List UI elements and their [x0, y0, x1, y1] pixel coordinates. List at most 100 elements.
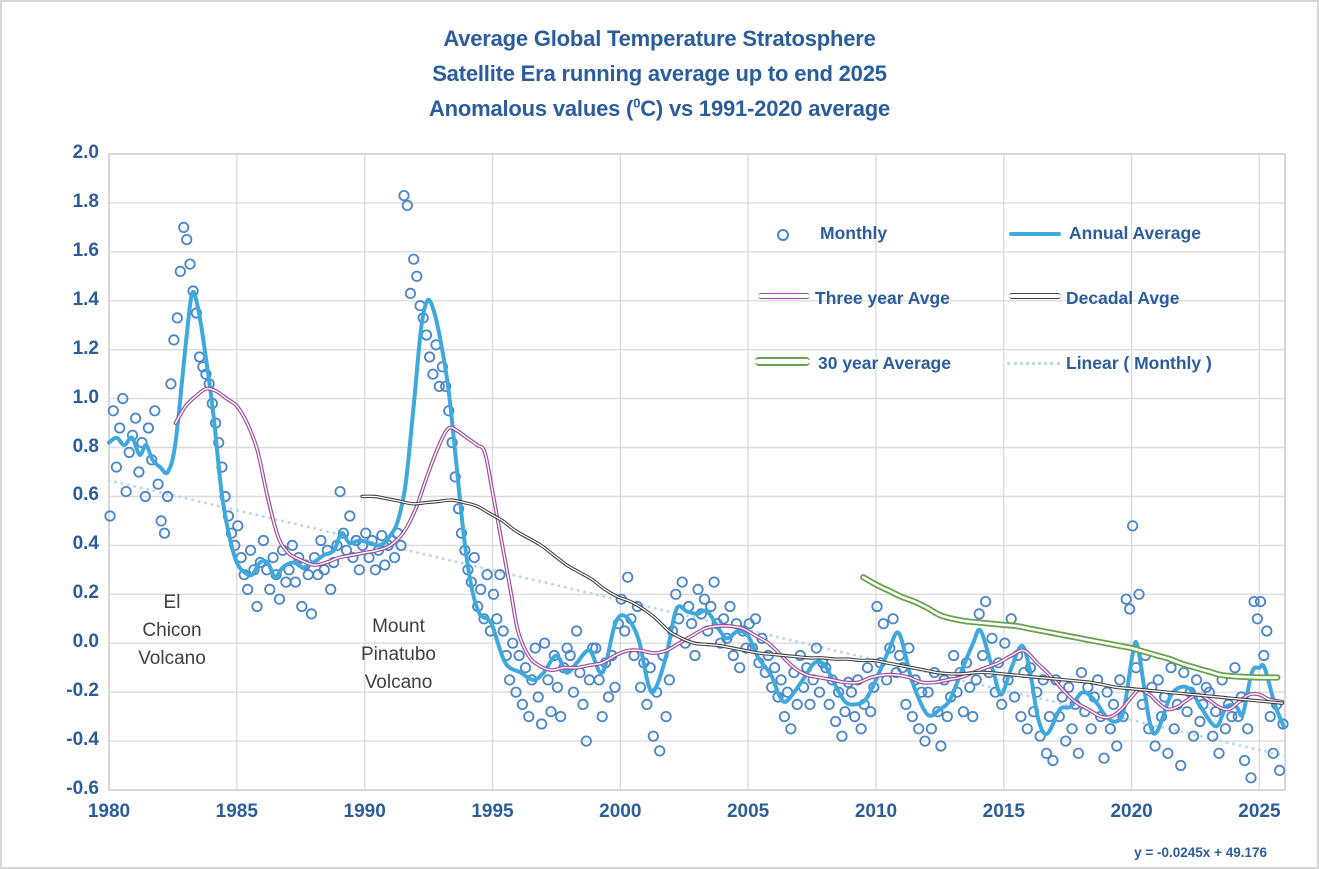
monthly-point	[542, 674, 554, 686]
monthly-point	[302, 569, 314, 581]
monthly-point	[449, 471, 461, 483]
monthly-point	[919, 735, 931, 747]
monthly-point	[1015, 710, 1027, 723]
monthly-point	[523, 710, 535, 723]
monthly-point	[1239, 754, 1251, 767]
monthly-point	[337, 527, 349, 539]
monthly-points	[104, 190, 1289, 784]
x-axis-tick-label: 2005	[726, 801, 770, 822]
monthly-point	[184, 258, 196, 270]
monthly-point	[829, 715, 842, 728]
monthly-point	[369, 564, 381, 576]
decadal-average-line	[360, 494, 1285, 705]
legend-label-annual-average: Annual Average	[1069, 223, 1201, 243]
monthly-point	[647, 730, 659, 742]
monthly-point	[864, 706, 877, 718]
y-axis-tick-label: 0.6	[72, 484, 99, 506]
monthly-point	[1248, 595, 1260, 608]
monthly-point	[775, 674, 787, 686]
title-line-3-pre: Anomalous values (	[428, 96, 634, 121]
monthly-point	[813, 686, 826, 698]
monthly-point	[104, 510, 116, 522]
monthly-point	[1168, 723, 1180, 735]
y-axis-tick-label: 0.0	[72, 631, 99, 653]
monthly-point	[996, 698, 1008, 711]
monthly-point	[433, 380, 445, 392]
three-year-average-line	[173, 386, 1285, 720]
monthly-point	[932, 706, 944, 718]
monthly-point	[1245, 772, 1257, 784]
monthly-point	[567, 686, 580, 698]
legend-label-thirty-year: 30 year Average	[818, 353, 951, 373]
monthly-point	[325, 583, 337, 596]
monthly-point	[360, 527, 372, 539]
monthly-point	[487, 588, 500, 600]
monthly-point	[289, 576, 301, 588]
annotation-el-chichon-volcano: El Chicon Volcano	[138, 592, 206, 669]
monthly-point	[174, 265, 186, 277]
monthly-point	[1107, 698, 1120, 711]
x-axis-tick-label: 2015	[982, 801, 1025, 822]
annotation-mount-pinatubo-volcano: Mount Pinatubo Volcano	[360, 616, 436, 693]
monthly-point	[1258, 649, 1270, 662]
monthly-point	[513, 649, 525, 662]
legend-marker-annual-average	[1009, 232, 1061, 236]
monthly-point	[785, 723, 797, 735]
chart-title-line-3: Anomalous values (0C) vs 1991-2020 avera…	[2, 96, 1317, 122]
monthly-point	[708, 576, 720, 588]
monthly-point	[1008, 691, 1021, 703]
monthly-point	[264, 583, 276, 596]
monthly-point	[654, 745, 666, 757]
monthly-point	[398, 190, 410, 202]
monthly-point	[1114, 674, 1126, 686]
monthly-point	[641, 698, 653, 711]
monthly-point	[839, 706, 851, 718]
monthly-point	[992, 657, 1005, 669]
monthly-point	[698, 593, 711, 605]
monthly-point	[1047, 754, 1059, 767]
monthly-point	[312, 569, 324, 581]
monthly-point	[353, 564, 365, 576]
x-axis-tick-label: 1990	[343, 801, 386, 822]
monthly-point	[296, 600, 308, 613]
monthly-point	[913, 723, 925, 735]
monthly-point	[538, 637, 551, 649]
monthly-point	[1066, 723, 1078, 735]
monthly-point	[596, 710, 608, 723]
monthly-point	[481, 569, 493, 581]
monthly-point	[411, 270, 423, 282]
monthly-point	[551, 681, 564, 693]
x-axis-tick-label: 2000	[599, 801, 642, 822]
monthly-point	[717, 613, 730, 625]
monthly-point	[1162, 747, 1174, 759]
y-axis-tick-label: 1.4	[72, 288, 99, 310]
monthly-point	[133, 466, 145, 478]
monthly-point	[871, 600, 883, 613]
monthly-point	[804, 698, 816, 711]
y-axis-tick-label: 1.0	[72, 386, 99, 408]
monthly-point	[670, 588, 682, 600]
monthly-point	[660, 710, 672, 723]
monthly-point	[1226, 710, 1238, 723]
x-axis-tick-label: 2020	[1110, 801, 1153, 822]
monthly-point	[155, 515, 167, 527]
monthly-point	[510, 686, 522, 698]
monthly-point	[1124, 603, 1136, 615]
monthly-point	[344, 510, 356, 522]
monthly-point	[494, 569, 506, 581]
monthly-point	[778, 710, 791, 723]
monthly-point	[305, 608, 318, 620]
monthly-point	[836, 730, 848, 742]
monthly-point	[149, 405, 161, 417]
monthly-point	[1178, 666, 1190, 679]
monthly-point	[590, 642, 602, 654]
monthly-point	[705, 600, 717, 613]
y-axis-tick-label: -0.4	[66, 729, 99, 751]
monthly-point	[334, 485, 346, 498]
monthly-point	[622, 571, 634, 583]
trendline-equation-label: y = -0.0245x + 49.176	[1134, 845, 1267, 860]
y-axis-tick-label: 0.2	[72, 582, 99, 604]
monthly-point	[1063, 681, 1075, 693]
